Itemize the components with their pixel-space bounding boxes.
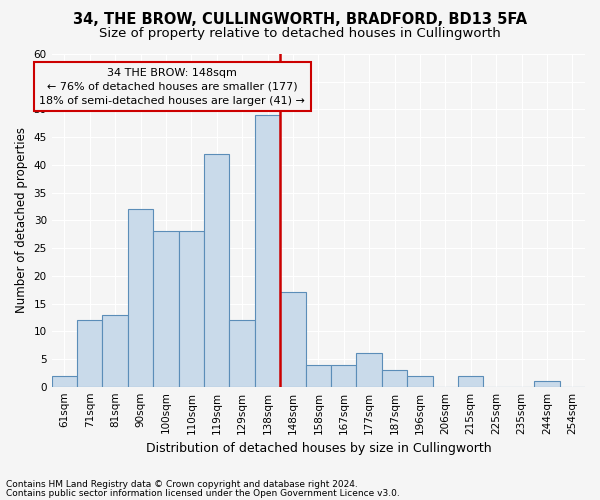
Bar <box>331 364 356 386</box>
Y-axis label: Number of detached properties: Number of detached properties <box>15 128 28 314</box>
Bar <box>204 154 229 386</box>
Bar <box>179 232 204 386</box>
Text: Size of property relative to detached houses in Cullingworth: Size of property relative to detached ho… <box>99 28 501 40</box>
X-axis label: Distribution of detached houses by size in Cullingworth: Distribution of detached houses by size … <box>146 442 491 455</box>
Text: Contains HM Land Registry data © Crown copyright and database right 2024.: Contains HM Land Registry data © Crown c… <box>6 480 358 489</box>
Bar <box>52 376 77 386</box>
Text: Contains public sector information licensed under the Open Government Licence v3: Contains public sector information licen… <box>6 489 400 498</box>
Bar <box>153 232 179 386</box>
Bar <box>77 320 103 386</box>
Bar <box>382 370 407 386</box>
Bar <box>458 376 484 386</box>
Bar <box>534 381 560 386</box>
Bar <box>255 115 280 386</box>
Bar <box>229 320 255 386</box>
Bar <box>407 376 433 386</box>
Bar <box>128 210 153 386</box>
Text: 34, THE BROW, CULLINGWORTH, BRADFORD, BD13 5FA: 34, THE BROW, CULLINGWORTH, BRADFORD, BD… <box>73 12 527 28</box>
Bar <box>280 292 305 386</box>
Bar <box>305 364 331 386</box>
Text: 34 THE BROW: 148sqm
← 76% of detached houses are smaller (177)
18% of semi-detac: 34 THE BROW: 148sqm ← 76% of detached ho… <box>40 68 305 106</box>
Bar <box>103 314 128 386</box>
Bar <box>356 354 382 386</box>
